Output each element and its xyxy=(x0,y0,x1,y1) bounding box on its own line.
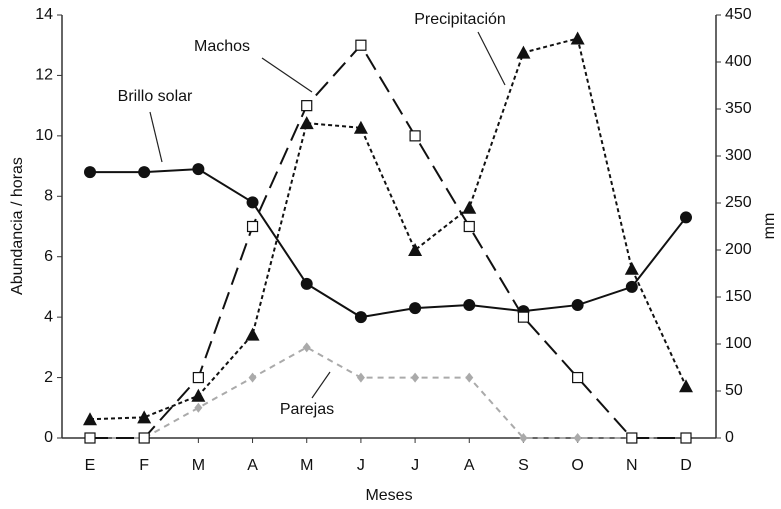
x-tick-label: D xyxy=(680,457,692,474)
marker xyxy=(138,166,151,179)
annotation: Brillo solar xyxy=(118,88,193,105)
marker xyxy=(245,327,260,341)
marker xyxy=(624,261,639,275)
y2-tick-label: 250 xyxy=(725,194,752,211)
y2-tick-label: 450 xyxy=(725,6,752,23)
series-line xyxy=(90,346,686,439)
y-axis-label: Abundancia / horas xyxy=(9,157,26,295)
marker xyxy=(353,120,368,134)
marker xyxy=(138,432,150,444)
marker xyxy=(463,299,476,312)
y-tick-label: 12 xyxy=(35,67,53,84)
marker xyxy=(302,342,311,353)
x-tick-label: J xyxy=(357,457,365,474)
y2-tick-label: 400 xyxy=(725,53,752,70)
y2-tick-label: 350 xyxy=(725,100,752,117)
y-tick-label: 0 xyxy=(44,429,53,446)
annotation-leader xyxy=(477,31,506,86)
x-axis-label: Meses xyxy=(365,487,412,504)
marker xyxy=(248,372,257,383)
annotation: Machos xyxy=(194,38,250,55)
x-tick-label: A xyxy=(464,457,475,474)
marker xyxy=(137,410,152,424)
marker xyxy=(246,220,259,233)
annotation: Parejas xyxy=(280,401,334,418)
marker xyxy=(355,39,367,51)
marker xyxy=(194,402,203,413)
marker xyxy=(465,372,474,383)
marker xyxy=(463,220,475,233)
marker xyxy=(84,432,96,444)
marker xyxy=(84,166,96,179)
marker xyxy=(408,243,423,256)
x-tick-label: S xyxy=(518,457,529,474)
y2-tick-label: 100 xyxy=(725,335,752,352)
x-tick-label: A xyxy=(247,457,258,474)
marker xyxy=(573,433,582,443)
y-tick-label: 8 xyxy=(44,188,53,205)
annotation-leader xyxy=(311,371,331,399)
marker xyxy=(356,372,365,383)
y2-axis-label: mm xyxy=(761,213,778,240)
y2-tick-label: 150 xyxy=(725,288,752,305)
marker xyxy=(191,388,206,402)
series-line xyxy=(90,168,687,319)
marker xyxy=(300,277,313,290)
marker xyxy=(572,371,584,384)
x-tick-label: M xyxy=(192,457,205,474)
marker xyxy=(570,31,585,45)
marker xyxy=(354,311,367,324)
marker xyxy=(680,211,692,224)
y2-tick-label: 50 xyxy=(725,382,743,399)
marker xyxy=(680,432,692,444)
marker xyxy=(519,433,528,443)
marker xyxy=(299,116,314,130)
marker xyxy=(625,280,638,293)
marker xyxy=(192,371,204,384)
marker xyxy=(462,200,477,214)
y-tick-label: 4 xyxy=(44,308,53,325)
marker xyxy=(409,130,421,142)
y2-tick-label: 300 xyxy=(725,147,752,164)
y-tick-label: 6 xyxy=(44,248,53,265)
annotation: Precipitación xyxy=(414,11,506,28)
y-tick-label: 14 xyxy=(35,6,53,23)
marker xyxy=(192,163,205,176)
marker xyxy=(679,379,693,393)
y2-tick-label: 0 xyxy=(725,429,734,446)
x-tick-label: F xyxy=(139,457,149,474)
y-tick-label: 2 xyxy=(44,369,53,386)
marker xyxy=(517,311,530,323)
y2-tick-label: 200 xyxy=(725,241,752,258)
marker xyxy=(409,302,422,315)
x-tick-label: E xyxy=(85,457,96,474)
annotation-leader xyxy=(261,57,313,93)
y-tick-label: 10 xyxy=(35,127,53,144)
marker xyxy=(246,196,259,209)
annotation-leader xyxy=(149,111,163,163)
marker xyxy=(83,412,97,426)
x-tick-label: J xyxy=(411,457,419,474)
marker xyxy=(516,45,531,59)
marker xyxy=(626,432,638,444)
series-line xyxy=(89,37,687,421)
x-tick-label: N xyxy=(626,457,638,474)
marker xyxy=(411,372,420,383)
x-tick-label: O xyxy=(571,457,583,474)
x-tick-label: M xyxy=(300,457,313,474)
marker xyxy=(571,299,584,312)
series-line xyxy=(90,43,686,439)
marker xyxy=(301,100,313,112)
